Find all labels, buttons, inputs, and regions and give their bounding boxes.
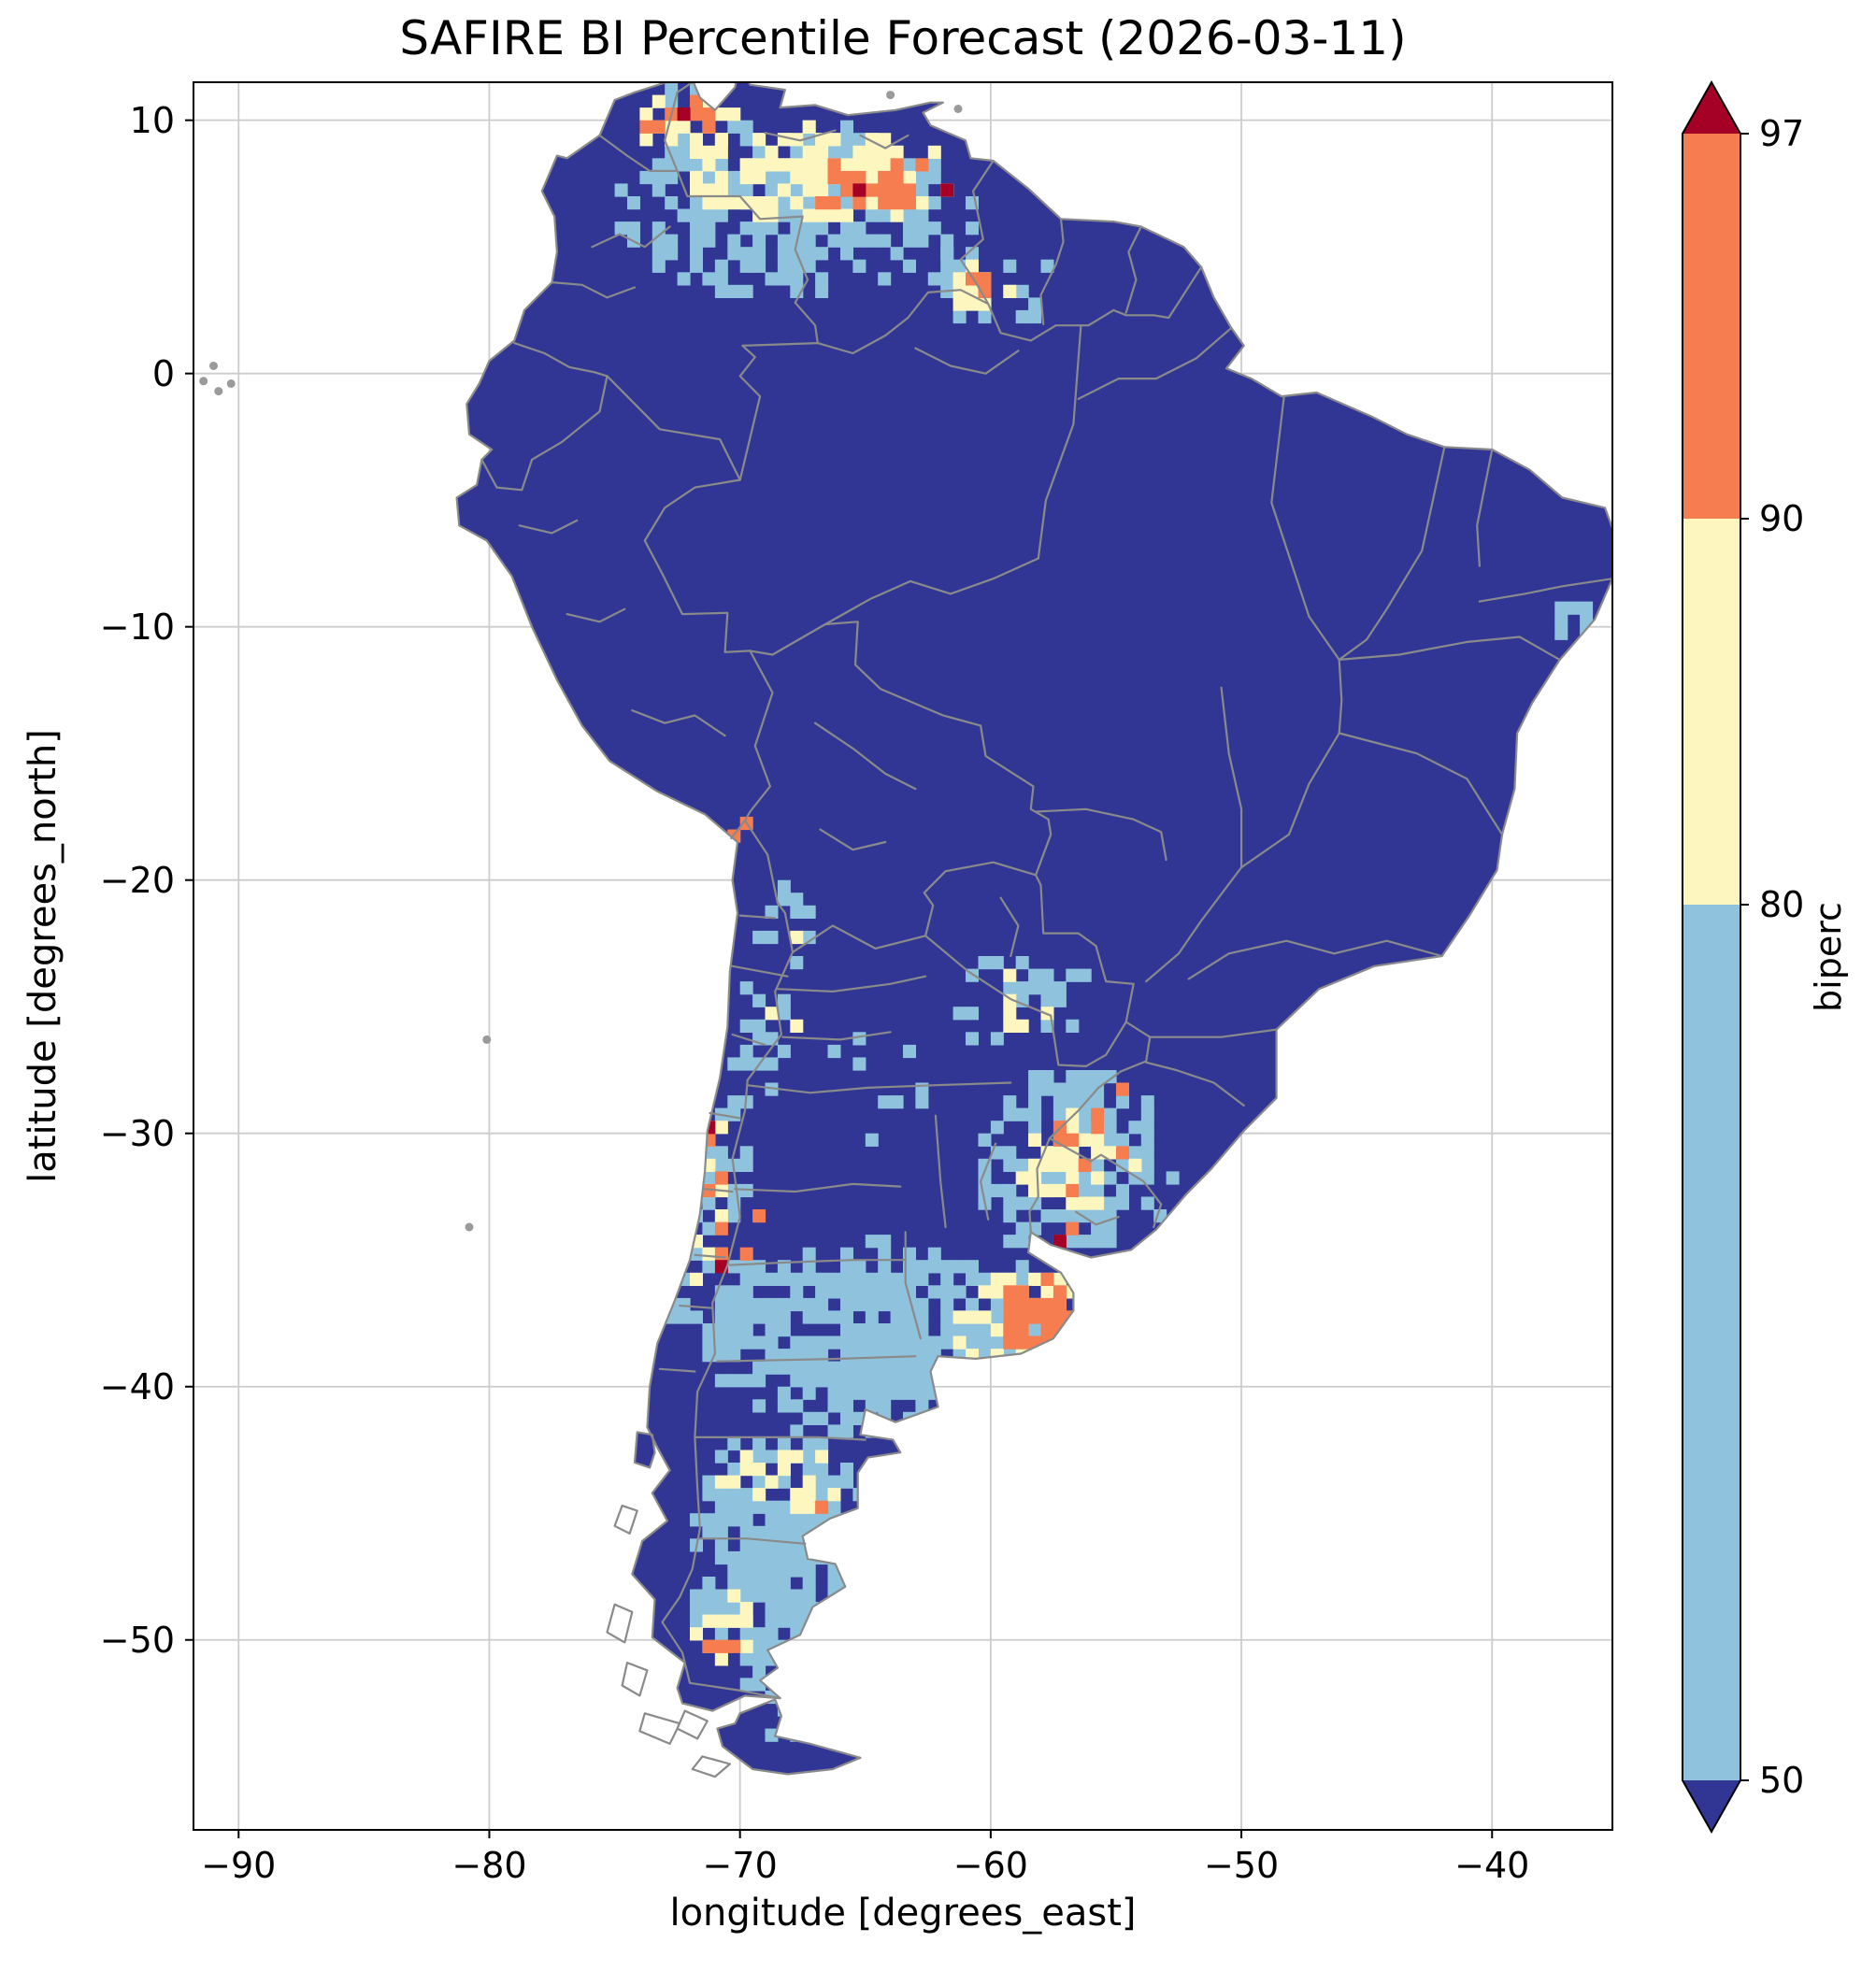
x-tick-label: −50	[1203, 1845, 1280, 1886]
y-tick-label: −40	[99, 1365, 175, 1407]
y-tick-label: 0	[151, 352, 175, 394]
y-tick-label: −10	[99, 606, 175, 648]
y-tick-label: 10	[129, 99, 175, 141]
colorbar-tick-label: 80	[1759, 884, 1805, 925]
colorbar-band-50-80	[1683, 905, 1740, 1780]
colorbar-extend-min	[1683, 1780, 1740, 1832]
admin-boundaries	[199, 82, 1612, 1778]
colorbar-extend-max	[1683, 82, 1740, 134]
south-america-map	[199, 82, 1612, 1778]
colorbar-label: biperc	[1808, 902, 1849, 1012]
y-tick-label: −30	[99, 1112, 175, 1154]
colorbar-tick-label: 90	[1759, 498, 1805, 539]
x-axis-label: longitude [degrees_east]	[669, 1892, 1137, 1935]
x-tick-label: −70	[702, 1845, 778, 1886]
colorbar-tick-label: 97	[1759, 113, 1805, 154]
colorbar-band-80-90	[1683, 519, 1740, 905]
x-tick-label: −80	[451, 1845, 527, 1886]
colorbar-band-90-97	[1683, 134, 1740, 519]
colorbar-tick-label: 50	[1759, 1760, 1805, 1801]
x-tick-label: −60	[952, 1845, 1028, 1886]
chart-title: SAFIRE BI Percentile Forecast (2026-03-1…	[399, 11, 1407, 65]
x-tick-label: −40	[1454, 1845, 1530, 1886]
y-tick-label: −50	[99, 1619, 175, 1661]
axes-frame	[193, 81, 1613, 1831]
axis-ticks	[185, 119, 1494, 1838]
y-axis-label: latitude [degrees_north]	[21, 729, 64, 1183]
colorbar	[1682, 79, 1749, 1835]
y-tick-label: −20	[99, 859, 175, 901]
x-tick-label: −90	[201, 1845, 277, 1886]
